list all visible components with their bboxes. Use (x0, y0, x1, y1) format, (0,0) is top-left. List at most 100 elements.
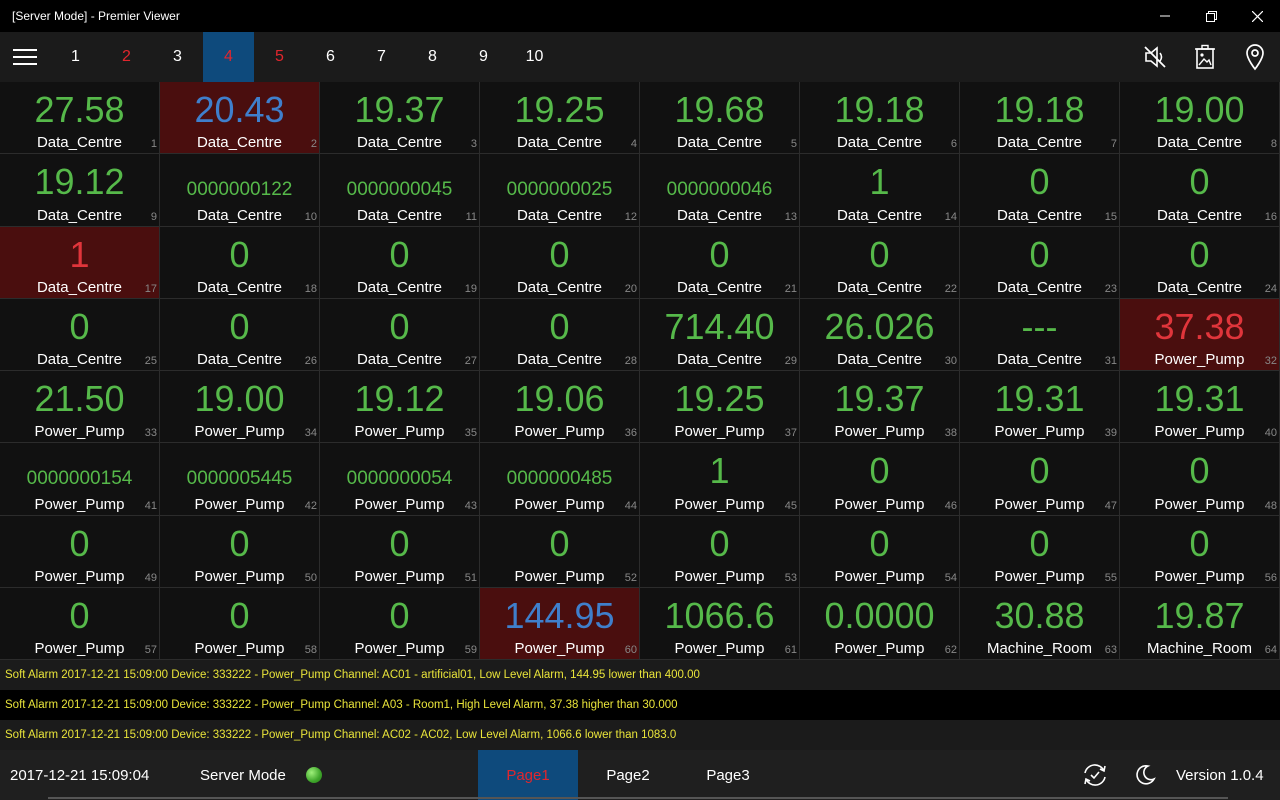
minimize-button[interactable] (1142, 0, 1188, 32)
channel-cell[interactable]: 37.38 Power_Pump 32 (1120, 298, 1280, 371)
delete-image-button[interactable] (1180, 32, 1230, 82)
scrollbar[interactable] (48, 797, 1228, 799)
channel-cell[interactable]: 0 Power_Pump 59 (320, 587, 480, 660)
channel-cell[interactable]: 20.43 Data_Centre 2 (160, 82, 320, 155)
channel-cell[interactable]: 0000005445 Power_Pump 42 (160, 443, 320, 516)
channel-cell[interactable]: 1 Power_Pump 45 (640, 443, 800, 516)
channel-cell[interactable]: 0 Data_Centre 27 (320, 298, 480, 371)
channel-cell[interactable]: 0 Data_Centre 23 (960, 226, 1120, 299)
channel-cell[interactable]: 0 Power_Pump 54 (800, 515, 960, 588)
channel-cell[interactable]: 19.12 Power_Pump 35 (320, 371, 480, 444)
channel-index: 11 (465, 210, 477, 223)
channel-cell[interactable]: 0 Data_Centre 19 (320, 226, 480, 299)
hamburger-menu-button[interactable] (0, 32, 50, 82)
group-tab-8[interactable]: 8 (428, 48, 437, 65)
channel-cell[interactable]: 0000000045 Data_Centre 11 (320, 154, 480, 227)
group-tab-7[interactable]: 7 (377, 48, 386, 65)
channel-cell[interactable]: 21.50 Power_Pump 33 (0, 371, 160, 444)
channel-cell[interactable]: 0 Power_Pump 48 (1120, 443, 1280, 516)
page-tab-1[interactable]: Page1 (478, 750, 578, 800)
channel-cell[interactable]: 0 Data_Centre 21 (640, 226, 800, 299)
channel-cell[interactable]: 19.18 Data_Centre 7 (960, 82, 1120, 155)
channel-cell[interactable]: 0 Power_Pump 53 (640, 515, 800, 588)
channel-device-label: Power_Pump (354, 567, 445, 585)
alarm-row[interactable]: Soft Alarm 2017-12-21 15:09:00 Device: 3… (0, 660, 1280, 690)
channel-cell[interactable]: 0000000046 Data_Centre 13 (640, 154, 800, 227)
channel-index: 51 (464, 571, 477, 584)
channel-cell[interactable]: 0000000054 Power_Pump 43 (320, 443, 480, 516)
channel-cell[interactable]: 19.00 Data_Centre 8 (1120, 82, 1280, 155)
channel-cell[interactable]: 0.0000 Power_Pump 62 (800, 587, 960, 660)
channel-cell[interactable]: 1 Data_Centre 14 (800, 154, 960, 227)
channel-cell[interactable]: 19.25 Data_Centre 4 (480, 82, 640, 155)
channel-cell[interactable]: 0 Data_Centre 18 (160, 226, 320, 299)
channel-cell[interactable]: 0 Data_Centre 22 (800, 226, 960, 299)
channel-cell[interactable]: 0 Power_Pump 50 (160, 515, 320, 588)
group-tab-2[interactable]: 2 (122, 48, 131, 65)
channel-cell[interactable]: 27.58 Data_Centre 1 (0, 82, 160, 155)
channel-index: 30 (944, 355, 957, 367)
channel-cell[interactable]: 0 Power_Pump 46 (800, 443, 960, 516)
channel-cell[interactable]: 0 Power_Pump 57 (0, 587, 160, 660)
group-tab-3[interactable]: 3 (173, 48, 182, 65)
group-tab-10[interactable]: 10 (525, 48, 544, 65)
channel-cell[interactable]: 26.026 Data_Centre 30 (800, 298, 960, 371)
channel-value: 0 (69, 594, 90, 636)
channel-cell[interactable]: 19.12 Data_Centre 9 (0, 154, 160, 227)
channel-cell[interactable]: 0 Power_Pump 51 (320, 515, 480, 588)
channel-cell[interactable]: 19.68 Data_Centre 5 (640, 82, 800, 155)
page-tab-3[interactable]: Page3 (706, 766, 750, 784)
night-mode-button[interactable] (1120, 750, 1170, 800)
channel-cell[interactable]: 19.00 Power_Pump 34 (160, 371, 320, 444)
channel-cell[interactable]: 0 Data_Centre 24 (1120, 226, 1280, 299)
group-tab-4[interactable]: 4 (203, 32, 254, 82)
channel-cell[interactable]: 0 Data_Centre 28 (480, 298, 640, 371)
group-tab-9[interactable]: 9 (479, 48, 488, 65)
channel-cell[interactable]: 0 Power_Pump 52 (480, 515, 640, 588)
channel-cell[interactable]: 19.25 Power_Pump 37 (640, 371, 800, 444)
channel-cell[interactable]: 0000000154 Power_Pump 41 (0, 443, 160, 516)
channel-cell[interactable]: 0 Power_Pump 58 (160, 587, 320, 660)
channel-cell[interactable]: 0 Power_Pump 49 (0, 515, 160, 588)
location-button[interactable] (1230, 32, 1280, 82)
page-tab-2[interactable]: Page2 (606, 766, 650, 784)
channel-cell[interactable]: 1 Data_Centre 17 (0, 226, 160, 299)
channel-cell[interactable]: 19.37 Data_Centre 3 (320, 82, 480, 155)
channel-cell[interactable]: 19.18 Data_Centre 6 (800, 82, 960, 155)
channel-cell[interactable]: 0 Power_Pump 56 (1120, 515, 1280, 588)
channel-cell[interactable]: 0000000485 Power_Pump 44 (480, 443, 640, 516)
sync-button[interactable] (1070, 750, 1120, 800)
group-tab-6[interactable]: 6 (326, 48, 335, 65)
channel-cell[interactable]: 0 Data_Centre 15 (960, 154, 1120, 227)
channel-cell[interactable]: 0000000122 Data_Centre 10 (160, 154, 320, 227)
channel-cell[interactable]: 0 Power_Pump 55 (960, 515, 1120, 588)
alarm-row[interactable]: Soft Alarm 2017-12-21 15:09:00 Device: 3… (0, 720, 1280, 750)
channel-cell[interactable]: 30.88 Machine_Room 63 (960, 587, 1120, 660)
channel-cell[interactable]: 0 Data_Centre 20 (480, 226, 640, 299)
channel-cell[interactable]: 0 Data_Centre 25 (0, 298, 160, 371)
mute-button[interactable] (1130, 32, 1180, 82)
channel-cell[interactable]: 0000000025 Data_Centre 12 (480, 154, 640, 227)
channel-cell[interactable]: --- Data_Centre 31 (960, 298, 1120, 371)
channel-cell[interactable]: 714.40 Data_Centre 29 (640, 298, 800, 371)
channel-cell[interactable]: 19.37 Power_Pump 38 (800, 371, 960, 444)
alarm-list: Soft Alarm 2017-12-21 15:09:00 Device: 3… (0, 660, 1280, 750)
group-tab-5[interactable]: 5 (275, 48, 284, 65)
channel-device-label: Data_Centre (516, 278, 603, 296)
channel-index: 10 (304, 210, 317, 223)
channel-cell[interactable]: 19.06 Power_Pump 36 (480, 371, 640, 444)
group-tab-1[interactable]: 1 (71, 48, 80, 65)
channel-cell[interactable]: 19.87 Machine_Room 64 (1120, 587, 1280, 660)
channel-cell[interactable]: 0 Power_Pump 47 (960, 443, 1120, 516)
channel-cell[interactable]: 1066.6 Power_Pump 61 (640, 587, 800, 660)
alarm-row[interactable]: Soft Alarm 2017-12-21 15:09:00 Device: 3… (0, 690, 1280, 720)
restore-button[interactable] (1188, 0, 1234, 32)
channel-value: 0 (389, 233, 410, 275)
channel-cell[interactable]: 0 Data_Centre 16 (1120, 154, 1280, 227)
close-button[interactable] (1234, 0, 1280, 32)
channel-cell[interactable]: 19.31 Power_Pump 40 (1120, 371, 1280, 444)
channel-cell[interactable]: 0 Data_Centre 26 (160, 298, 320, 371)
channel-index: 49 (144, 571, 157, 584)
channel-cell[interactable]: 19.31 Power_Pump 39 (960, 371, 1120, 444)
channel-cell[interactable]: 144.95 Power_Pump 60 (480, 587, 640, 660)
